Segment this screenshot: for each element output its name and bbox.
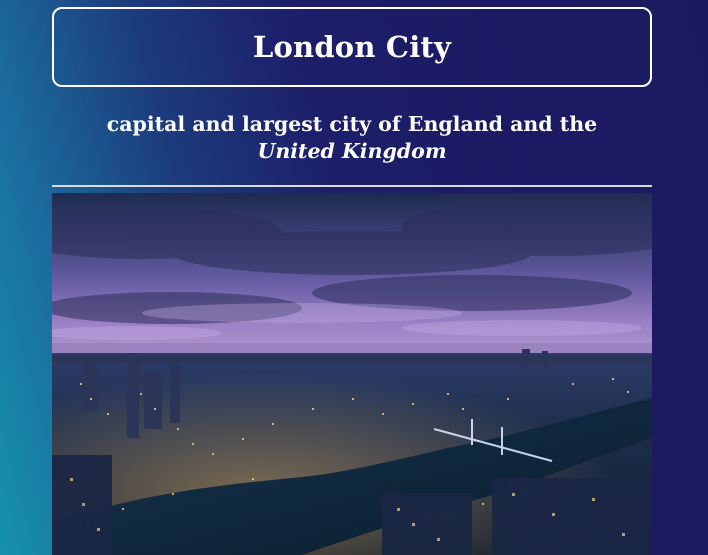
page-content: London City capital and largest city of … <box>52 7 652 187</box>
page-subtitle: capital and largest city of England and … <box>52 111 652 165</box>
title-card: London City <box>52 7 652 87</box>
divider <box>52 185 652 187</box>
subtitle-text: capital and largest city of England and … <box>106 112 598 136</box>
city-skyline-photo-icon <box>52 193 652 555</box>
page-title: London City <box>252 29 452 64</box>
subtitle-emphasis: United Kingdom <box>257 139 447 163</box>
city-photo <box>52 193 652 555</box>
